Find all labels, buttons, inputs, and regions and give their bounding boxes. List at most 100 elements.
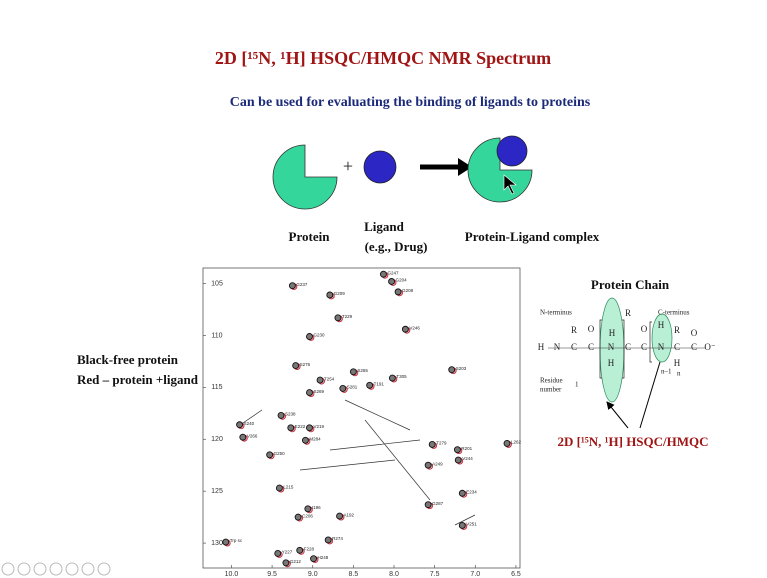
c-terminus: C-terminus <box>658 309 690 317</box>
peak-label: S281 <box>347 385 358 390</box>
peak-label: C206 <box>302 513 313 518</box>
slide: 2D [¹⁵N, ¹H] HSQC/HMQC NMR Spectrum Can … <box>0 0 767 578</box>
peak-label: V251 <box>466 522 477 527</box>
peak-label: G230 <box>313 333 325 338</box>
protein-label: Protein <box>289 229 331 244</box>
peak-label: V246 <box>409 325 420 330</box>
x-tick-label: 9.0 <box>308 571 318 578</box>
peak-label: G212 <box>290 559 302 564</box>
peak <box>289 283 295 289</box>
peak-label: R201 <box>461 446 472 451</box>
atom: H <box>538 342 545 352</box>
nav-button[interactable] <box>18 563 30 575</box>
peak <box>278 412 284 418</box>
peak-label: E234 <box>466 489 477 494</box>
peak <box>402 326 408 332</box>
nav-button[interactable] <box>2 563 14 575</box>
caption-arrow <box>607 402 628 428</box>
peak <box>327 292 333 298</box>
peak-label: G209 <box>334 291 346 296</box>
peak-label: T191 <box>374 381 385 386</box>
atom: N <box>658 342 665 352</box>
peak <box>395 289 401 295</box>
peak-label: Trp sc <box>230 538 243 543</box>
peak <box>306 390 312 396</box>
peak <box>267 452 273 458</box>
peak-label: A249 <box>432 461 443 466</box>
peak-label: M284 <box>309 437 321 442</box>
peak <box>367 382 373 388</box>
peak-label: G208 <box>402 288 414 293</box>
nav-button[interactable] <box>50 563 62 575</box>
atom: O <box>588 324 595 334</box>
peak <box>276 485 282 491</box>
peak <box>325 537 331 543</box>
number-label: number <box>540 386 562 394</box>
peak-label: G250 <box>274 451 286 456</box>
peak <box>389 375 395 381</box>
atom: H <box>608 358 615 368</box>
residue-index: n–1 <box>661 368 672 376</box>
atom: H <box>609 328 616 338</box>
peak <box>350 369 356 375</box>
x-tick-label: 6.5 <box>511 571 521 578</box>
peak <box>425 502 431 508</box>
nav-button[interactable] <box>98 563 110 575</box>
slide-subtitle: Can be used for evaluating the binding o… <box>230 95 591 110</box>
peak <box>311 556 317 562</box>
atom: O <box>691 328 698 338</box>
nav-button[interactable] <box>66 563 78 575</box>
peak-label: S276 <box>300 362 311 367</box>
atom: R <box>625 308 631 318</box>
peak-label: S203 <box>456 366 467 371</box>
atom: C <box>641 342 647 352</box>
peak <box>237 422 243 428</box>
complex-ligand <box>497 136 527 166</box>
nav-button[interactable] <box>82 563 94 575</box>
atom: N <box>608 342 615 352</box>
peak-label: G237 <box>296 282 308 287</box>
peak-label: T254 <box>324 376 335 381</box>
peak-label: G287 <box>432 501 444 506</box>
peak <box>317 377 323 383</box>
peak <box>337 513 343 519</box>
atom: C <box>625 342 631 352</box>
peak <box>454 447 460 453</box>
atom: H <box>674 358 681 368</box>
peak <box>240 434 246 440</box>
x-tick-label: 9.5 <box>267 571 277 578</box>
note-line: Black-free protein <box>77 352 179 367</box>
peak-label: R274 <box>332 536 343 541</box>
peak-label: H248 <box>318 555 329 560</box>
atom: C <box>588 342 594 352</box>
peak <box>380 271 386 277</box>
peak <box>283 560 289 566</box>
complex-label: Protein-Ligand complex <box>465 229 600 244</box>
peak <box>288 425 294 431</box>
plus-sign: + <box>343 156 353 176</box>
residue-index: 1 <box>575 381 579 389</box>
peak <box>429 441 435 447</box>
nav-button[interactable] <box>34 563 46 575</box>
y-tick-label: 115 <box>211 384 222 391</box>
peak <box>449 367 455 373</box>
nav-controls[interactable] <box>2 563 110 575</box>
peak-label: L215 <box>283 484 294 489</box>
peak-label: A192 <box>344 512 355 517</box>
peak <box>302 437 308 443</box>
peak <box>293 363 299 369</box>
peak-label: T229 <box>342 314 353 319</box>
x-tick-label: 7.0 <box>470 571 480 578</box>
caption-arrow <box>640 362 660 428</box>
peak <box>504 440 510 446</box>
atom: H <box>658 320 665 330</box>
ligand-shape <box>364 151 396 183</box>
slide-title: 2D [¹⁵N, ¹H] HSQC/HMQC NMR Spectrum <box>215 48 551 68</box>
atom: N <box>554 342 561 352</box>
chain-title: Protein Chain <box>591 277 670 292</box>
peak <box>306 425 312 431</box>
x-tick-label: 8.5 <box>349 571 359 578</box>
peak-label: S238 <box>285 412 296 417</box>
peak <box>459 522 465 528</box>
peak-label: G204 <box>396 278 408 283</box>
